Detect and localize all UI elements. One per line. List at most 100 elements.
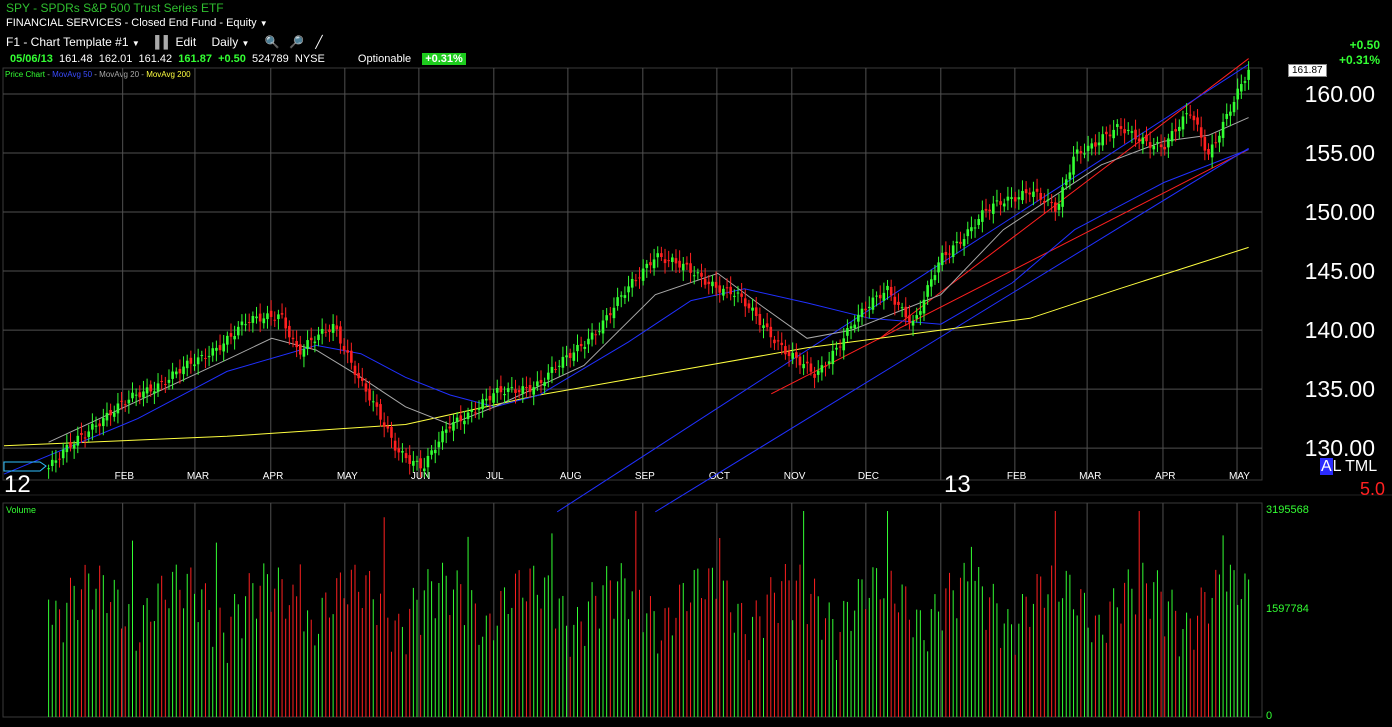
candle-body <box>525 387 528 389</box>
candle-body <box>915 315 919 319</box>
candle-body <box>1072 156 1075 175</box>
last-price-tag: 161.87 <box>1288 63 1327 77</box>
candle-body <box>857 314 860 322</box>
candle-body <box>1145 134 1148 142</box>
zoom-out-icon[interactable]: 🔎 <box>289 35 305 49</box>
candle-body <box>1203 136 1207 151</box>
x-month-label: APR <box>1155 471 1176 482</box>
quote-line: 05/06/13 161.48 162.01 161.42 161.87 +0.… <box>10 53 466 65</box>
candle-body <box>962 239 966 246</box>
trend-channel-line <box>771 149 1249 395</box>
candle-body <box>547 372 550 380</box>
draw-tool-icon[interactable]: ╱ <box>315 35 323 49</box>
candle-body <box>1152 145 1156 150</box>
candle-body <box>1210 144 1214 158</box>
auto-scale-button[interactable]: A <box>1320 458 1333 475</box>
candle-body <box>700 272 703 277</box>
period-select[interactable]: Daily ▼ <box>212 35 250 49</box>
chart-template-select[interactable]: F1 - Chart Template #1 ▼ <box>6 35 140 49</box>
candle-body <box>842 338 846 351</box>
candle-body <box>773 339 776 344</box>
candle-body <box>91 423 94 430</box>
candle-body <box>1247 69 1250 80</box>
optionable-label: Optionable <box>357 53 412 65</box>
candle-body <box>495 388 499 393</box>
candle-body <box>678 260 681 268</box>
candle-body <box>692 275 696 277</box>
candle-body <box>634 280 638 282</box>
candle-body <box>638 277 641 279</box>
zoom-in-icon[interactable]: 🔍 <box>264 35 280 49</box>
candle-body <box>291 337 295 340</box>
candle-body <box>627 286 630 293</box>
quote-high: 162.01 <box>98 53 133 65</box>
x-month-label: FEB <box>115 471 135 482</box>
x-month-label: NOV <box>784 471 806 482</box>
legend-ma50: MovAvg 50 <box>52 70 93 79</box>
edit-button[interactable]: ▌▌ Edit <box>155 35 196 49</box>
candle-body <box>882 292 886 301</box>
candle-body <box>1232 101 1236 113</box>
candle-body <box>123 404 127 406</box>
candle-body <box>313 341 317 344</box>
scale-value: 5.0 <box>1360 479 1386 499</box>
candle-body <box>864 308 867 311</box>
candle-body <box>795 352 798 359</box>
candle-body <box>919 311 922 315</box>
sector-dropdown-icon[interactable]: ▼ <box>259 19 268 28</box>
trend-button[interactable]: T <box>1345 458 1355 475</box>
candle-body <box>127 399 131 404</box>
candle-body <box>758 313 762 326</box>
candle-body <box>320 329 324 334</box>
candle-body <box>149 384 153 392</box>
candle-body <box>805 361 809 364</box>
candle-body <box>875 295 878 297</box>
ma-button[interactable]: M <box>1354 458 1369 475</box>
quote-low: 161.42 <box>138 53 173 65</box>
candle-body <box>762 325 765 328</box>
candle-body <box>940 252 944 266</box>
candle-body <box>503 394 506 396</box>
symbol-title: SPY - SPDRs S&P 500 Trust Series ETF <box>6 1 224 15</box>
x-month-label: DEC <box>858 471 879 482</box>
chart-template-label: F1 - Chart Template #1 <box>6 35 129 49</box>
y-tick-label: 160.00 <box>1305 81 1375 107</box>
candle-body <box>809 363 813 372</box>
candle-body <box>663 259 667 264</box>
candle-body <box>69 442 72 448</box>
candle-body <box>860 308 864 317</box>
candle-body <box>236 326 240 336</box>
candle-body <box>280 313 284 315</box>
candle-body <box>1181 116 1185 130</box>
candle-body <box>346 350 349 353</box>
candle-body <box>999 201 1002 205</box>
quote-open: 161.48 <box>58 53 93 65</box>
candle-body <box>1167 138 1170 148</box>
candle-body <box>1148 142 1152 148</box>
log-scale-button[interactable]: L <box>1332 458 1341 475</box>
candle-body <box>1141 137 1145 144</box>
candle-body <box>743 298 747 307</box>
candle-body <box>886 285 889 291</box>
ma50-line <box>3 149 1249 475</box>
candle-body <box>277 314 280 320</box>
candle-body <box>1039 192 1043 200</box>
edit-label: Edit <box>175 35 197 49</box>
pct-badge: +0.31% <box>422 53 466 65</box>
candle-body <box>1002 203 1006 207</box>
candle-body <box>1101 134 1105 146</box>
ma20-line <box>48 117 1249 443</box>
candle-body <box>444 429 448 433</box>
corner-pct: +0.31% <box>1338 53 1380 67</box>
candle-body <box>667 260 670 262</box>
y-tick-label: 155.00 <box>1305 140 1375 166</box>
candle-body <box>269 310 273 317</box>
candle-body <box>1057 203 1061 210</box>
candle-body <box>1119 126 1123 129</box>
candle-body <box>247 322 251 324</box>
line-button[interactable]: L <box>1368 458 1378 475</box>
candle-body <box>430 450 433 455</box>
ma200-line <box>3 246 1249 447</box>
candle-body <box>255 316 258 319</box>
